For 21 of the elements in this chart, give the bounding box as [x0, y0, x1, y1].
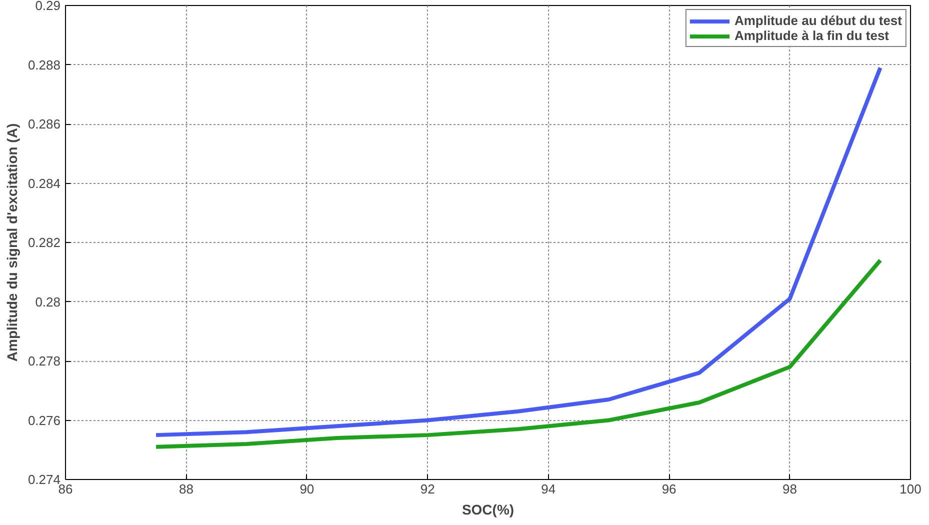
y-tick-label: 0.286 — [28, 116, 61, 132]
y-tick-label: 0.28 — [35, 294, 61, 310]
line-series — [154, 66, 882, 438]
y-tick-label: 0.276 — [28, 412, 61, 428]
y-tick-label: 0.278 — [28, 354, 61, 368]
x-tick-label: 90 — [300, 482, 314, 496]
x-axis-title: SOC(%) — [462, 502, 514, 518]
x-tick-label: 100 — [900, 482, 922, 496]
y-tick-label: 0.29 — [35, 0, 61, 13]
legend-label: Amplitude à la fin du test — [734, 28, 890, 43]
x-tick-label: 88 — [178, 482, 194, 496]
x-tick-label: 98 — [782, 482, 798, 496]
line-series — [154, 258, 882, 449]
y-tick-label: 0.288 — [28, 57, 61, 72]
y-tick-label: 0.284 — [28, 176, 61, 191]
x-tick-label: 96 — [662, 482, 676, 496]
x-tick-label: 92 — [420, 482, 435, 496]
y-tick-label: 0.282 — [28, 235, 61, 250]
legend-label: Amplitude au début du test — [734, 13, 902, 28]
x-tick-label: 94 — [541, 482, 556, 496]
y-axis-title: Amplitude du signal d'excitation (A) — [4, 123, 20, 362]
